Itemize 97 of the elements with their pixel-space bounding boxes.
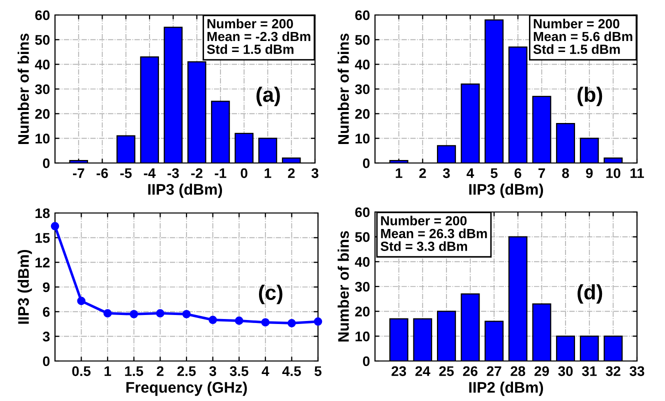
x-tick-label: 31 (582, 366, 597, 376)
x-tick-label: -7 (73, 168, 84, 178)
point (288, 319, 296, 328)
point (261, 318, 270, 327)
y-tick-label: 60 (355, 10, 370, 20)
y-axis-title: IIP3 (dBm) (18, 250, 32, 324)
y-tick-label: 50 (355, 232, 370, 242)
y-tick-label: 30 (35, 84, 50, 94)
x-tick-label: 1.5 (125, 366, 144, 376)
x-axis-title: IIP3 (dBm) (469, 184, 544, 198)
point (50, 222, 60, 230)
y-tick-label: 15 (36, 233, 50, 243)
annotation: Number = 200 Mean = 26.3 dBm Std = 3.3 dBm (380, 216, 487, 251)
x-tick-label: 29 (534, 366, 549, 376)
x-tick-label: 0 (240, 168, 248, 178)
point (103, 309, 112, 318)
annotation: (b) (578, 86, 602, 106)
y-tick-label: 18 (36, 208, 50, 218)
x-tick-label: 6 (514, 168, 522, 178)
x-tick-label: 2 (156, 366, 164, 376)
x-tick-label: -3 (168, 168, 179, 178)
x-axis-title: IIP2 (dBm) (469, 382, 544, 396)
x-tick-label: -6 (96, 168, 108, 178)
x-tick-label: 8 (562, 168, 569, 178)
y-tick-label: 10 (356, 332, 370, 342)
y-tick-label: 50 (355, 35, 370, 45)
x-tick-label: 1 (104, 366, 112, 376)
y-tick-label: 20 (355, 306, 370, 317)
x-tick-label: 9 (586, 168, 593, 178)
y-tick-label: 50 (35, 35, 50, 45)
y-tick-label: 60 (35, 10, 50, 20)
x-tick-label: 5 (314, 366, 322, 376)
x-tick-label: 4 (466, 168, 474, 178)
x-tick-label: 3 (209, 366, 216, 376)
point (156, 309, 164, 318)
point (208, 316, 217, 324)
x-tick-label: 2 (419, 168, 426, 178)
x-tick-label: -5 (120, 168, 132, 178)
point (314, 317, 322, 326)
x-tick-label: 24 (415, 366, 430, 376)
x-tick-label: 1 (396, 168, 402, 178)
x-tick-label: 10 (606, 168, 620, 178)
x-tick-label: 3 (311, 168, 318, 178)
y-axis-title: Number of bins (18, 34, 29, 144)
y-tick-label: 3 (42, 332, 50, 342)
x-tick-label: 1 (264, 168, 272, 178)
point (130, 310, 138, 318)
y-tick-label: 10 (356, 134, 370, 144)
x-tick-label: 32 (606, 366, 620, 376)
x-tick-label: 26 (463, 366, 478, 376)
x-tick-label: 28 (510, 366, 526, 376)
y-tick-label: 20 (355, 109, 370, 119)
point (182, 310, 191, 318)
x-tick-label: -1 (214, 168, 226, 178)
x-tick-label: 0.5 (72, 366, 91, 376)
x-tick-label: 27 (486, 366, 502, 376)
x-tick-label: -4 (144, 168, 156, 178)
x-tick-label: 4.5 (282, 366, 301, 376)
x-axis-title: Frequency (GHz) (126, 382, 247, 396)
y-tick-label: 10 (36, 134, 50, 144)
x-tick-label: 7 (538, 168, 545, 178)
y-tick-label: 12 (36, 258, 50, 268)
x-tick-label: 2 (288, 168, 295, 178)
y-tick-label: 40 (34, 60, 50, 70)
y-tick-label: 0 (362, 356, 370, 366)
x-tick-label: 30 (558, 366, 573, 376)
y-axis-title: Number of bins (338, 231, 349, 342)
x-tick-label: 5 (490, 168, 498, 178)
y-tick-label: 30 (355, 84, 370, 94)
y-tick-label: 60 (355, 207, 370, 218)
y-tick-label: 0 (362, 158, 370, 168)
x-tick-label: 33 (630, 366, 644, 376)
y-tick-label: 20 (35, 109, 50, 119)
y-axis-title: Number of bins (338, 34, 349, 144)
annotation: Number = 200 Mean = 5.6 dBm Std = 1.5 dBm (533, 18, 632, 54)
x-tick-label: 25 (439, 366, 454, 376)
x-tick-label: -2 (191, 168, 202, 178)
x-tick-label: 23 (392, 366, 406, 376)
annotation: (d) (578, 284, 602, 304)
x-axis-title: IIP3 (dBm) (148, 184, 222, 198)
annotation: (c) (258, 284, 282, 304)
y-tick-label: 30 (355, 282, 370, 292)
x-tick-label: 4 (262, 366, 270, 376)
y-tick-label: 0 (42, 356, 50, 366)
x-tick-label: 3 (442, 168, 450, 178)
y-tick-label: 0 (42, 158, 50, 168)
point (234, 316, 244, 325)
y-tick-label: 40 (354, 60, 370, 70)
x-tick-label: 2.5 (177, 366, 196, 376)
annotation: Number = 200 Mean = -2.3 dBm Std = 1.5 dBm (207, 18, 310, 54)
annotation: (a) (256, 86, 280, 106)
y-tick-label: 6 (42, 307, 50, 317)
x-tick-label: 11 (630, 168, 644, 178)
y-tick-label: 9 (42, 282, 50, 292)
y-tick-label: 40 (354, 257, 370, 267)
x-tick-label: 3.5 (230, 366, 248, 376)
point (77, 296, 86, 306)
